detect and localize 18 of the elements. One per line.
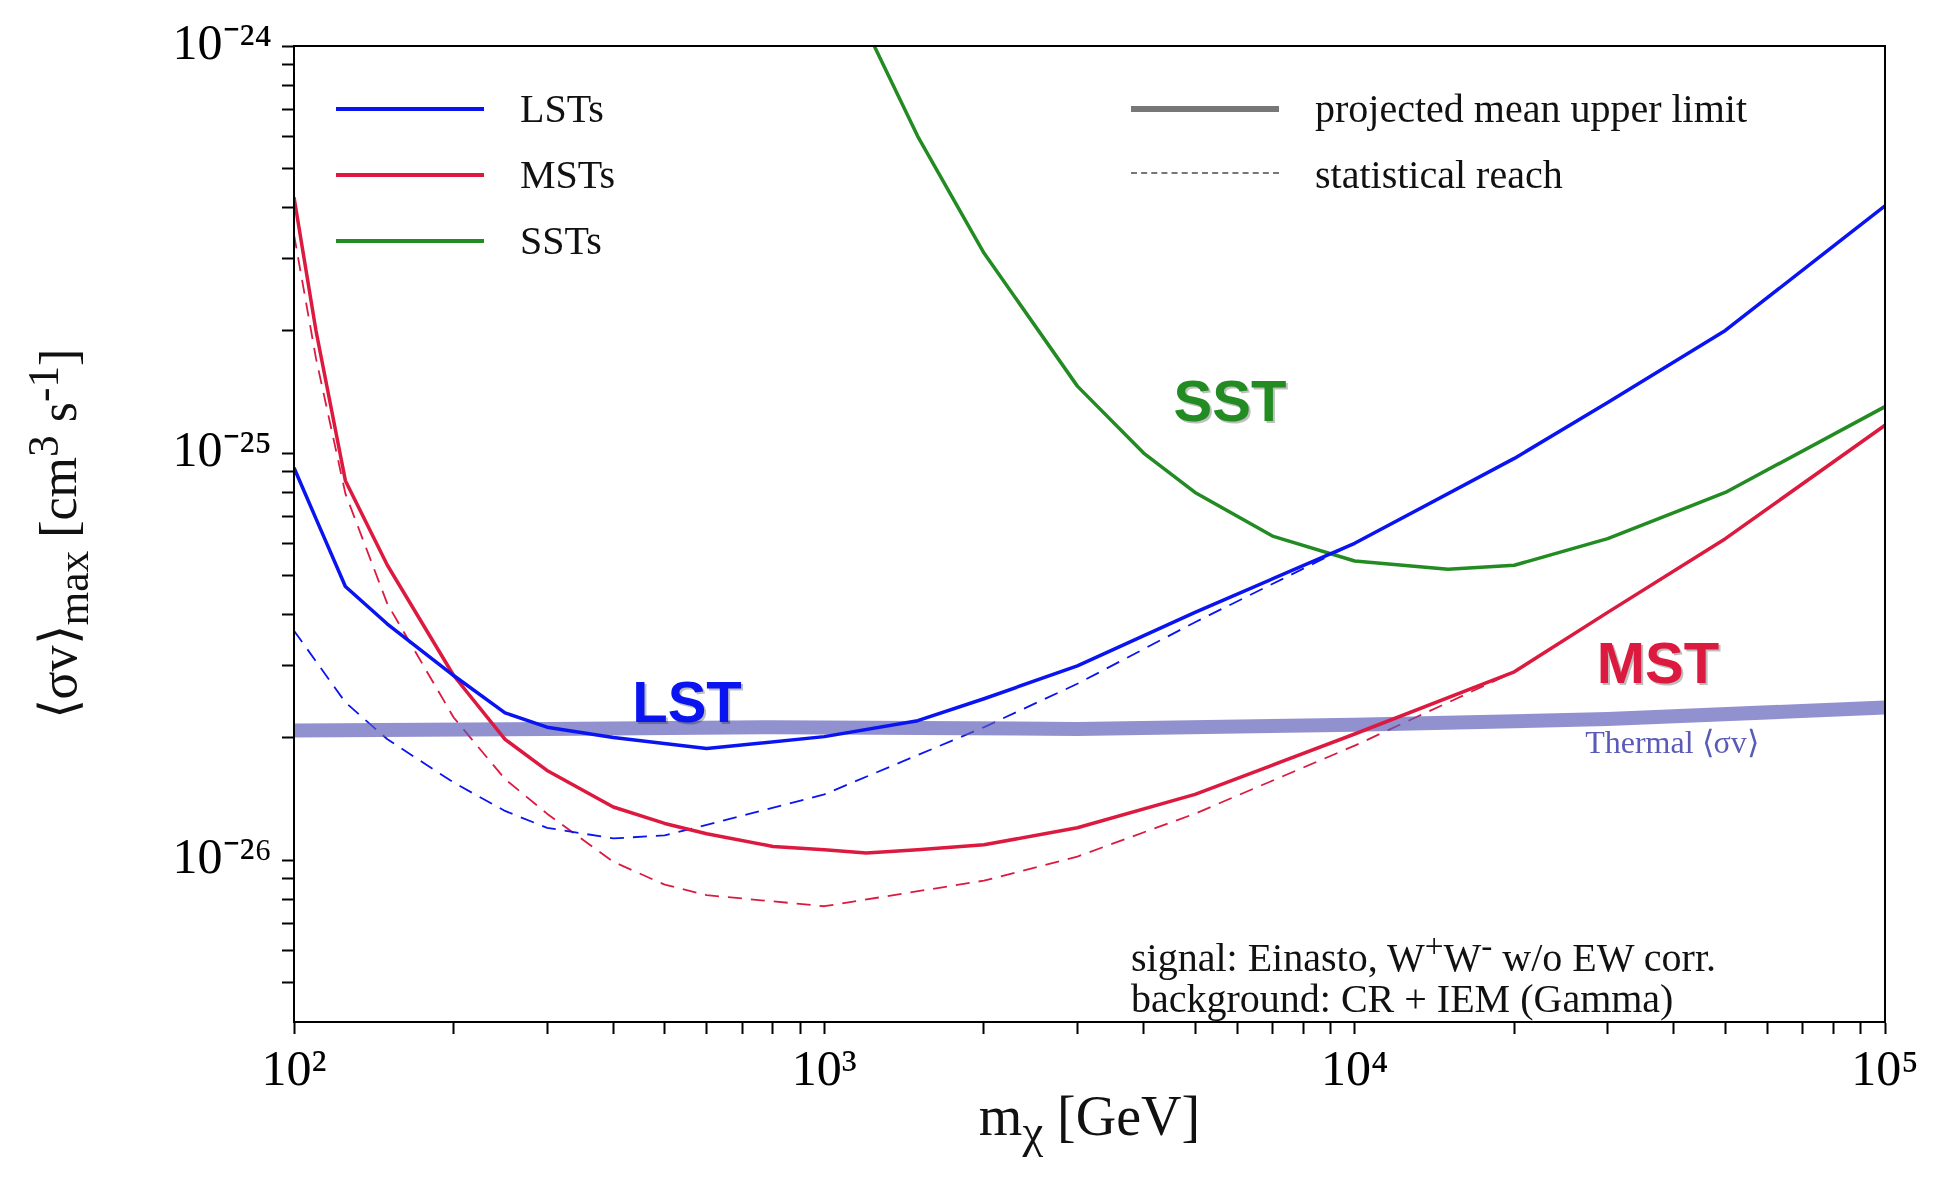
y-tick-label: 10⁻²⁶ bbox=[172, 828, 272, 885]
x-tick-label: 10³ bbox=[791, 1040, 857, 1097]
legend-label: LSTs bbox=[520, 85, 604, 133]
annotation: MST bbox=[1598, 632, 1722, 697]
y-tick-label: 10⁻²⁵ bbox=[172, 421, 272, 478]
x-tick-label: 10⁴ bbox=[1320, 1040, 1389, 1097]
annotation: signal: Einasto, W$^{+}$W$^{-}$ w/o EW corr. bbox=[1131, 926, 1716, 983]
y-tick-label: 10⁻²⁴ bbox=[172, 14, 272, 71]
x-tick-label: 10² bbox=[261, 1040, 327, 1097]
annotation: projected mean upper limit bbox=[1315, 85, 1748, 133]
annotation: SST bbox=[1175, 370, 1289, 435]
annotation: Thermal ⟨σv⟩ bbox=[1585, 724, 1759, 761]
annotation: LST bbox=[634, 671, 744, 736]
legend-label: SSTs bbox=[520, 217, 602, 265]
legend-label: MSTs bbox=[520, 151, 616, 199]
annotation: statistical reach bbox=[1315, 151, 1563, 199]
x-tick-label: 10⁵ bbox=[1851, 1040, 1919, 1097]
x-axis-title: m$_{χ}$ [GeV] bbox=[978, 1085, 1201, 1160]
